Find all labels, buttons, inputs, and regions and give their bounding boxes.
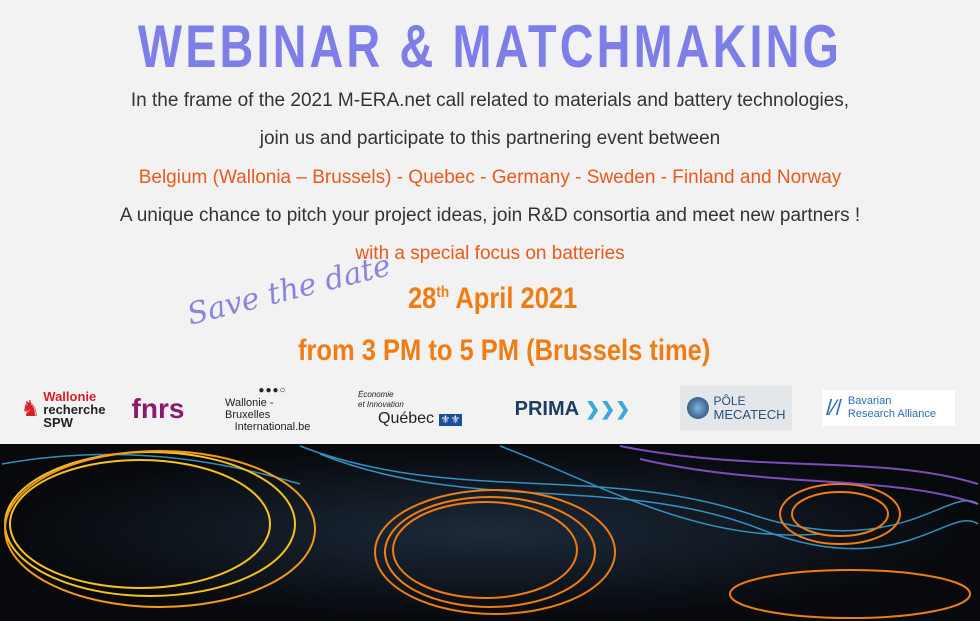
countries-line: Belgium (Wallonia – Brussels) - Quebec -… (138, 167, 842, 188)
event-date: 28th April 2021 (408, 282, 577, 316)
logo-text: Wallonie - Bruxelles (225, 397, 274, 421)
logo-text: Wallonie (43, 388, 97, 404)
logo-text: recherche (43, 401, 106, 417)
sphere-icon (686, 397, 709, 419)
date-rest: April 2021 (449, 282, 578, 315)
logo-text: Économie (358, 389, 394, 399)
logo-text: Québec (378, 409, 435, 427)
date-day: 28 (408, 282, 437, 315)
prima-logo: PRIMA ❯❯❯ (510, 384, 635, 434)
page-title: WEBINAR & MATCHMAKING (137, 13, 843, 80)
fleur-de-lis-icon: ⚜⚜ (438, 413, 463, 426)
event-time: from 3 PM to 5 PM (Brussels time) (298, 334, 711, 367)
logo-text: Research Alliance (847, 408, 936, 420)
logo-text: PÔLE (713, 394, 746, 408)
date-suffix: th (436, 284, 450, 301)
fnrs-logo: fnrs (131, 393, 185, 424)
intro-line: join us and participate to this partneri… (259, 128, 721, 149)
rooster-icon: ♞ (20, 396, 41, 421)
quebec-logo: Économie et Innovation Québec ⚜⚜ (358, 384, 463, 434)
wallonie-recherche-logo: ♞ Wallonie recherche SPW (18, 384, 108, 434)
focus-line: with a special focus on batteries (355, 243, 625, 264)
logo-text: et Innovation (358, 399, 404, 409)
chevrons-icon: ❯❯❯ (585, 398, 631, 419)
dots-icon: ●●●○ (258, 385, 287, 396)
logo-text: MECATECH (713, 407, 786, 422)
logo-text: International.be (234, 421, 311, 433)
mecatech-logo: PÔLE MECATECH (680, 386, 792, 430)
intro-line: In the frame of the 2021 M-ERA.net call … (130, 90, 850, 111)
wbi-logo: ●●●○ Wallonie - Bruxelles International.… (225, 384, 320, 434)
logo-text: PRIMA (514, 397, 580, 420)
bavarian-logo: /⁄/ Bavarian Research Alliance (822, 390, 955, 426)
logo-text: SPW (43, 414, 73, 430)
logo-text: Bavarian (847, 395, 892, 407)
abstract-background-image (0, 444, 980, 621)
bars-icon: /⁄/ (826, 395, 842, 420)
pitch-line: A unique chance to pitch your project id… (119, 205, 861, 226)
